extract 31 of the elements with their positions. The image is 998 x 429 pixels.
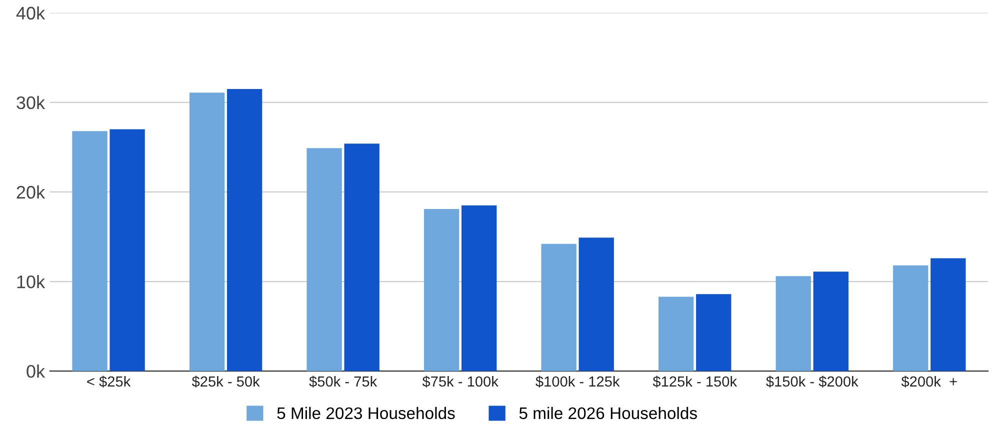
x-tick-label: $200k + [901, 376, 957, 388]
bar [110, 129, 145, 372]
bar [424, 208, 460, 372]
x-tick-label: $25k - 50k [192, 376, 260, 388]
legend-label: 5 Mile 2023 Households [277, 406, 455, 420]
bar [541, 244, 576, 372]
bar [344, 144, 380, 372]
bar [189, 92, 225, 372]
bar [813, 272, 848, 372]
x-tick-label: $125k - 150k [652, 376, 738, 388]
y-tick-label: 20k [16, 185, 46, 199]
bar [578, 238, 614, 372]
bar [776, 276, 811, 372]
y-tick-label: 0k [26, 364, 46, 378]
x-tick-label: $100k - 125k [536, 376, 620, 388]
bar [696, 294, 732, 372]
bar [893, 265, 928, 372]
bar [306, 148, 342, 372]
x-tick-label: < $25k [87, 376, 131, 388]
x-tick-label: $75k - 100k [422, 376, 498, 388]
x-tick-label: $150k - $200k [766, 376, 858, 388]
x-tick-label: $50k - 75k [309, 376, 378, 388]
y-tick-label: 10k [17, 274, 46, 288]
y-tick-label: 40k [16, 6, 46, 20]
bar [226, 88, 262, 372]
y-tick-label: 30k [16, 96, 46, 110]
bar [930, 258, 966, 372]
bar [72, 131, 108, 372]
bar [462, 205, 497, 372]
legend-label: 5 mile 2026 Households [519, 406, 697, 420]
bar [658, 296, 694, 372]
